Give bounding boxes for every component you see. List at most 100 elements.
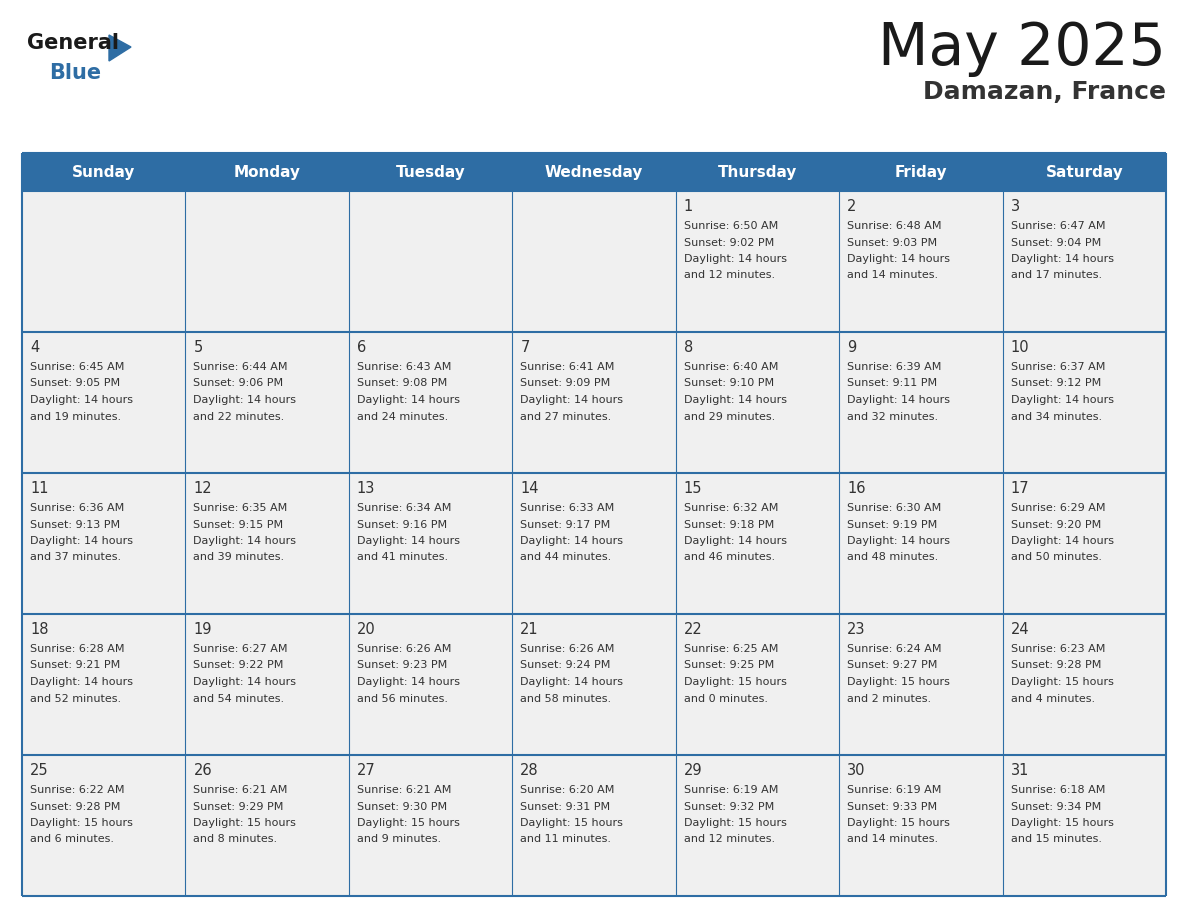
Text: 14: 14 [520, 481, 539, 496]
Text: Sunrise: 6:40 AM: Sunrise: 6:40 AM [684, 362, 778, 372]
Text: Saturday: Saturday [1045, 164, 1123, 180]
Bar [23, 153, 1165, 191]
Text: Daylight: 14 hours: Daylight: 14 hours [684, 254, 786, 264]
Text: Daylight: 14 hours: Daylight: 14 hours [847, 395, 950, 405]
Text: and 27 minutes.: and 27 minutes. [520, 411, 612, 421]
Text: and 44 minutes.: and 44 minutes. [520, 553, 612, 563]
Text: 12: 12 [194, 481, 211, 496]
Text: Daylight: 14 hours: Daylight: 14 hours [1011, 536, 1113, 546]
Text: and 32 minutes.: and 32 minutes. [847, 411, 939, 421]
Text: Sunrise: 6:36 AM: Sunrise: 6:36 AM [30, 503, 125, 513]
Text: and 48 minutes.: and 48 minutes. [847, 553, 939, 563]
Text: and 14 minutes.: and 14 minutes. [847, 834, 939, 845]
Text: Sunset: 9:18 PM: Sunset: 9:18 PM [684, 520, 773, 530]
Text: Sunset: 9:09 PM: Sunset: 9:09 PM [520, 378, 611, 388]
Text: and 58 minutes.: and 58 minutes. [520, 693, 612, 703]
Text: 11: 11 [30, 481, 49, 496]
Text: and 52 minutes.: and 52 minutes. [30, 693, 121, 703]
Text: 29: 29 [684, 763, 702, 778]
Text: and 50 minutes.: and 50 minutes. [1011, 553, 1101, 563]
Text: Monday: Monday [234, 164, 301, 180]
Text: Wednesday: Wednesday [545, 164, 643, 180]
Text: Sunset: 9:10 PM: Sunset: 9:10 PM [684, 378, 773, 388]
Text: Thursday: Thursday [718, 164, 797, 180]
Text: General: General [27, 33, 119, 53]
Text: Sunset: 9:27 PM: Sunset: 9:27 PM [847, 660, 937, 670]
Text: Daylight: 14 hours: Daylight: 14 hours [356, 395, 460, 405]
Text: Sunrise: 6:50 AM: Sunrise: 6:50 AM [684, 221, 778, 231]
Text: 23: 23 [847, 622, 866, 637]
Text: Daylight: 14 hours: Daylight: 14 hours [847, 536, 950, 546]
Text: Daylight: 15 hours: Daylight: 15 hours [847, 677, 950, 687]
Text: Sunset: 9:33 PM: Sunset: 9:33 PM [847, 801, 937, 812]
Text: Sunset: 9:04 PM: Sunset: 9:04 PM [1011, 238, 1101, 248]
Text: Sunrise: 6:21 AM: Sunrise: 6:21 AM [194, 785, 287, 795]
Text: Daylight: 15 hours: Daylight: 15 hours [684, 677, 786, 687]
Bar [23, 332, 1165, 473]
Text: 19: 19 [194, 622, 211, 637]
Text: Daylight: 14 hours: Daylight: 14 hours [30, 677, 133, 687]
Text: and 46 minutes.: and 46 minutes. [684, 553, 775, 563]
Text: Sunrise: 6:45 AM: Sunrise: 6:45 AM [30, 362, 125, 372]
Text: Sunset: 9:23 PM: Sunset: 9:23 PM [356, 660, 447, 670]
Text: Sunset: 9:02 PM: Sunset: 9:02 PM [684, 238, 773, 248]
Text: and 29 minutes.: and 29 minutes. [684, 411, 775, 421]
Text: 18: 18 [30, 622, 49, 637]
Text: Sunset: 9:11 PM: Sunset: 9:11 PM [847, 378, 937, 388]
Text: 10: 10 [1011, 340, 1029, 355]
Text: Daylight: 14 hours: Daylight: 14 hours [1011, 254, 1113, 264]
Text: 1: 1 [684, 199, 693, 214]
Text: Sunset: 9:28 PM: Sunset: 9:28 PM [30, 801, 120, 812]
Text: 7: 7 [520, 340, 530, 355]
Text: Daylight: 14 hours: Daylight: 14 hours [194, 536, 297, 546]
Text: Daylight: 15 hours: Daylight: 15 hours [1011, 818, 1113, 828]
Text: Daylight: 14 hours: Daylight: 14 hours [194, 395, 297, 405]
Text: 30: 30 [847, 763, 866, 778]
Text: Sunset: 9:13 PM: Sunset: 9:13 PM [30, 520, 120, 530]
Text: and 22 minutes.: and 22 minutes. [194, 411, 285, 421]
Text: and 12 minutes.: and 12 minutes. [684, 834, 775, 845]
Bar [23, 191, 1165, 332]
Text: Sunset: 9:25 PM: Sunset: 9:25 PM [684, 660, 773, 670]
Bar [23, 614, 1165, 755]
Text: Friday: Friday [895, 164, 947, 180]
Text: Sunrise: 6:47 AM: Sunrise: 6:47 AM [1011, 221, 1105, 231]
Text: 8: 8 [684, 340, 693, 355]
Text: 16: 16 [847, 481, 866, 496]
Text: Daylight: 15 hours: Daylight: 15 hours [684, 818, 786, 828]
Text: and 15 minutes.: and 15 minutes. [1011, 834, 1101, 845]
Text: and 9 minutes.: and 9 minutes. [356, 834, 441, 845]
Text: Damazan, France: Damazan, France [923, 80, 1165, 104]
Text: Daylight: 14 hours: Daylight: 14 hours [520, 536, 624, 546]
Text: 17: 17 [1011, 481, 1029, 496]
Text: 27: 27 [356, 763, 375, 778]
Text: Daylight: 14 hours: Daylight: 14 hours [520, 395, 624, 405]
Text: and 34 minutes.: and 34 minutes. [1011, 411, 1101, 421]
Text: Sunrise: 6:23 AM: Sunrise: 6:23 AM [1011, 644, 1105, 654]
Text: Sunset: 9:32 PM: Sunset: 9:32 PM [684, 801, 773, 812]
Text: May 2025: May 2025 [878, 20, 1165, 77]
Polygon shape [109, 35, 131, 61]
Text: Sunrise: 6:19 AM: Sunrise: 6:19 AM [684, 785, 778, 795]
Text: Sunset: 9:06 PM: Sunset: 9:06 PM [194, 378, 284, 388]
Text: 20: 20 [356, 622, 375, 637]
Text: Tuesday: Tuesday [396, 164, 466, 180]
Text: and 2 minutes.: and 2 minutes. [847, 693, 931, 703]
Text: Sunrise: 6:39 AM: Sunrise: 6:39 AM [847, 362, 942, 372]
Text: Daylight: 15 hours: Daylight: 15 hours [1011, 677, 1113, 687]
Text: and 0 minutes.: and 0 minutes. [684, 693, 767, 703]
Text: Sunset: 9:12 PM: Sunset: 9:12 PM [1011, 378, 1101, 388]
Text: Sunset: 9:34 PM: Sunset: 9:34 PM [1011, 801, 1101, 812]
Text: Sunday: Sunday [72, 164, 135, 180]
Text: Daylight: 14 hours: Daylight: 14 hours [847, 254, 950, 264]
Text: Sunrise: 6:35 AM: Sunrise: 6:35 AM [194, 503, 287, 513]
Text: Sunrise: 6:43 AM: Sunrise: 6:43 AM [356, 362, 451, 372]
Text: Sunset: 9:03 PM: Sunset: 9:03 PM [847, 238, 937, 248]
Text: 2: 2 [847, 199, 857, 214]
Text: and 39 minutes.: and 39 minutes. [194, 553, 285, 563]
Text: Sunrise: 6:41 AM: Sunrise: 6:41 AM [520, 362, 614, 372]
Text: 3: 3 [1011, 199, 1019, 214]
Bar [23, 755, 1165, 896]
Text: 26: 26 [194, 763, 211, 778]
Text: and 6 minutes.: and 6 minutes. [30, 834, 114, 845]
